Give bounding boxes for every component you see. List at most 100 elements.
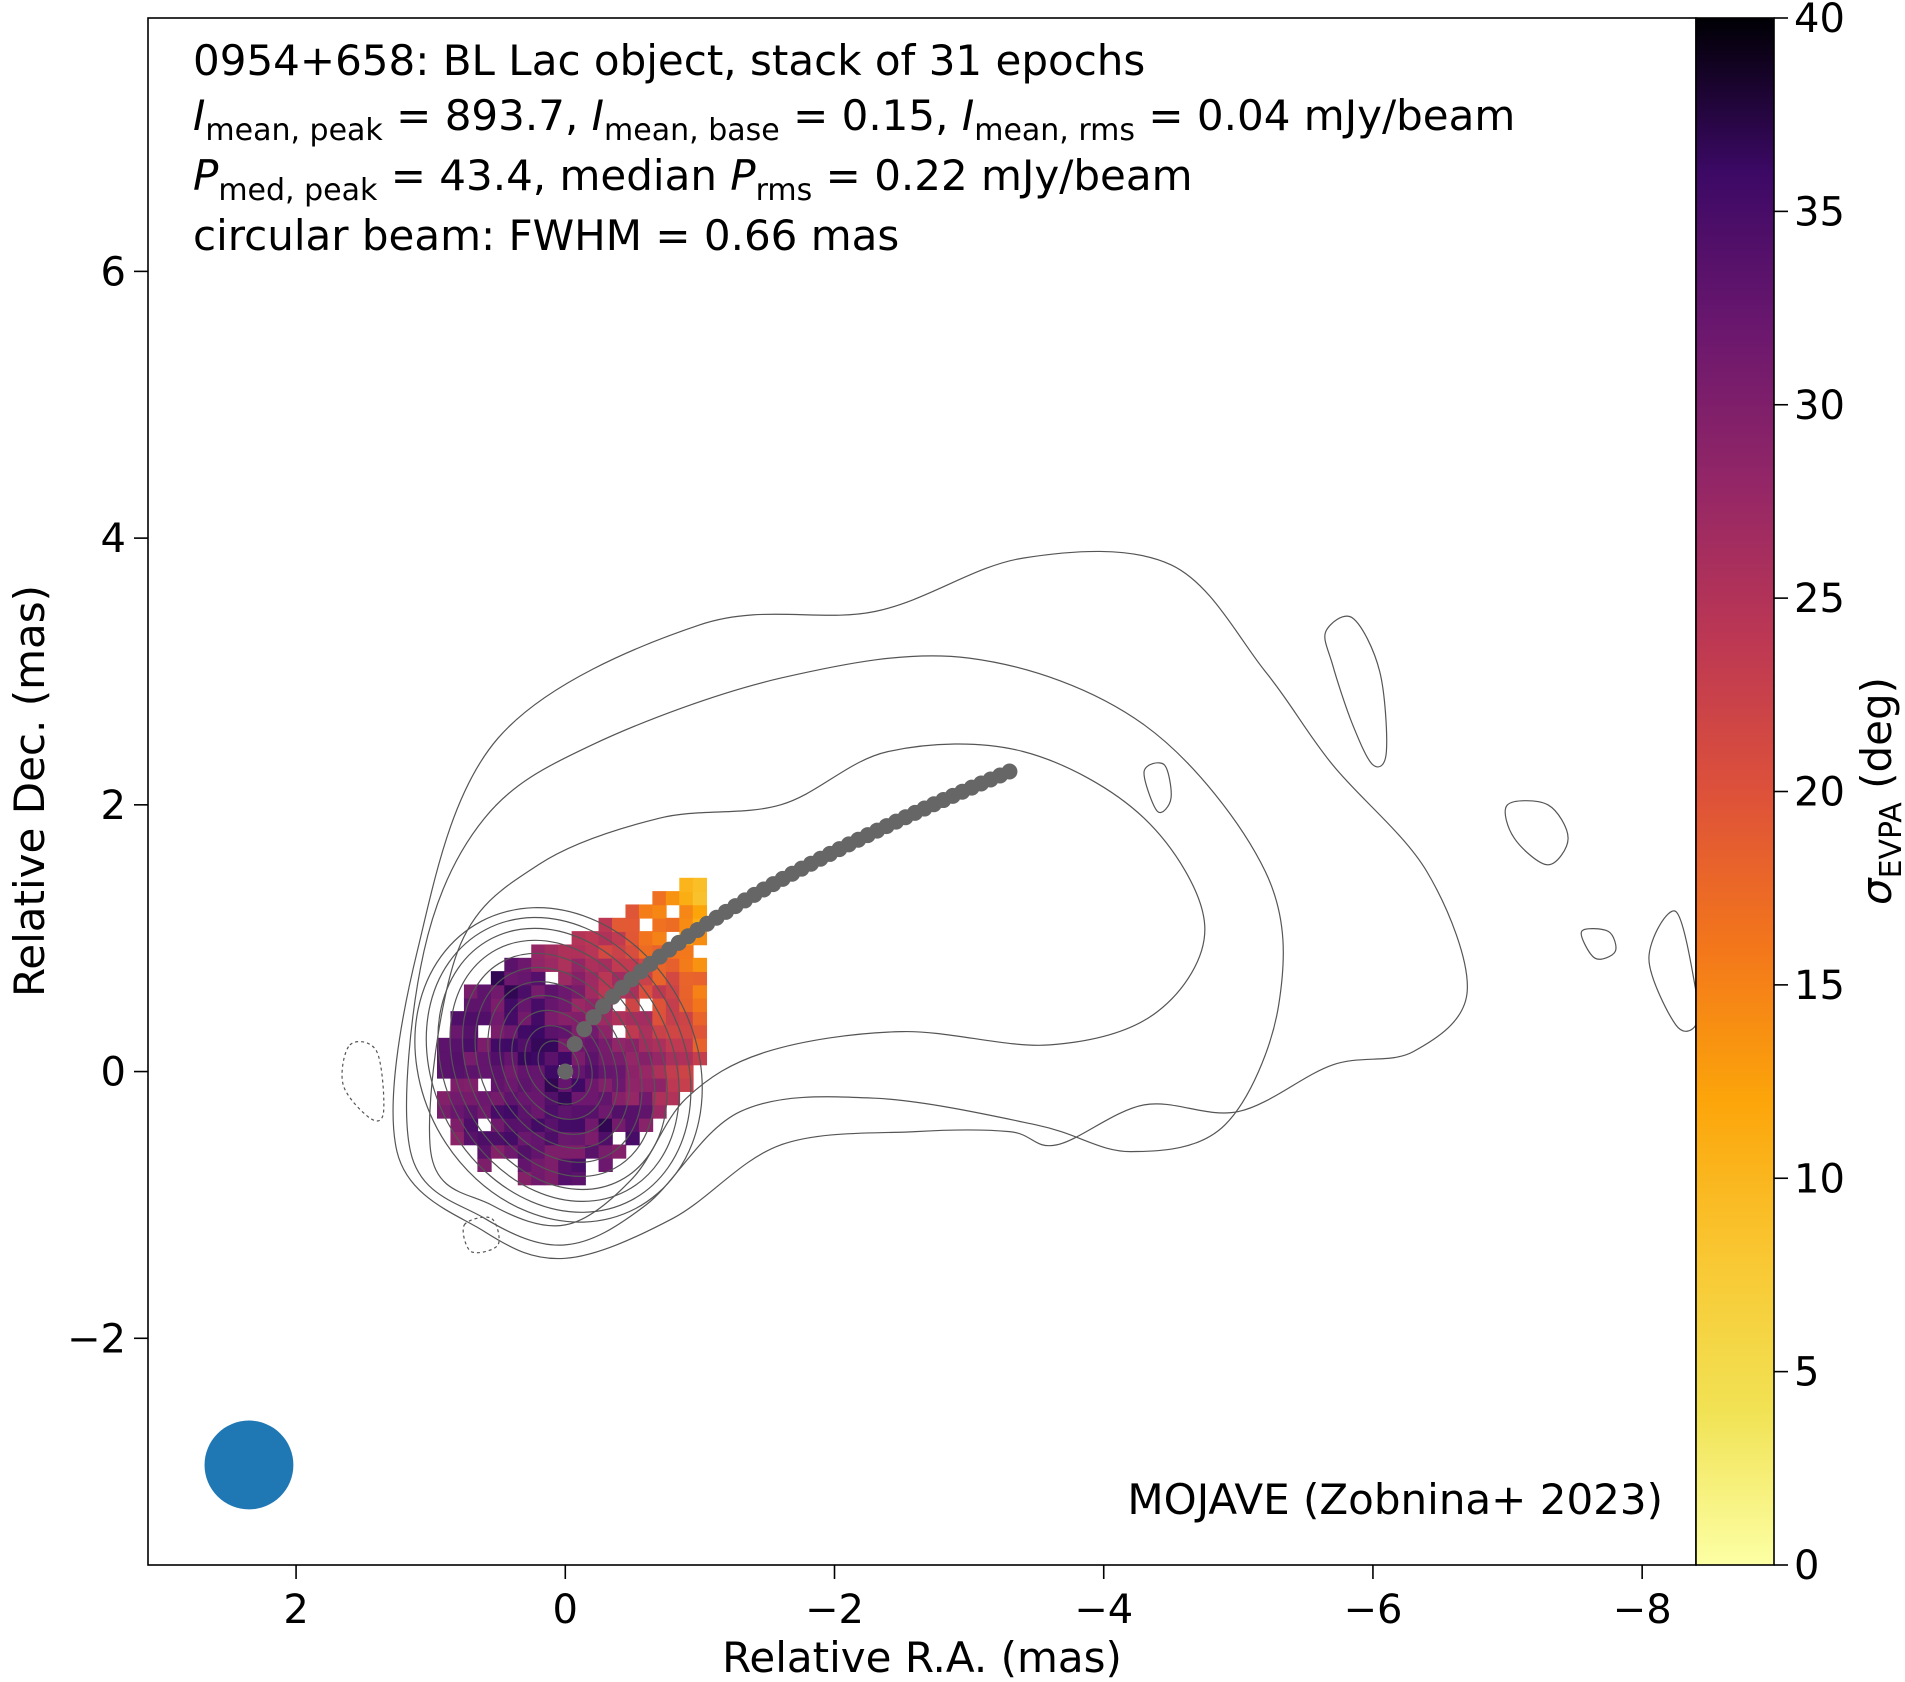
heatmap-pixel bbox=[692, 877, 708, 892]
heatmap-pixel bbox=[517, 1144, 533, 1159]
heatmap-pixel bbox=[665, 917, 681, 932]
heatmap-pixel bbox=[585, 971, 600, 986]
heatmap-pixel bbox=[625, 944, 640, 959]
heatmap-pixel bbox=[585, 1051, 600, 1066]
heatmap-pixel bbox=[679, 957, 694, 972]
ridgeline-point bbox=[557, 1063, 574, 1080]
heatmap-pixel bbox=[612, 1144, 627, 1159]
heatmap-pixel bbox=[571, 1104, 586, 1119]
x-tick-label: 2 bbox=[283, 1587, 308, 1633]
x-tick-label: −4 bbox=[1074, 1587, 1133, 1633]
contour-island bbox=[1143, 762, 1172, 814]
heatmap-pixel bbox=[544, 1091, 559, 1106]
heatmap-pixel bbox=[544, 1024, 559, 1039]
heatmap-pixel bbox=[638, 1104, 654, 1119]
heatmap-pixel bbox=[490, 1024, 506, 1039]
y-tick-label: 0 bbox=[101, 1050, 126, 1096]
intensity-contours bbox=[341, 550, 1696, 1260]
heatmap-pixel bbox=[612, 931, 627, 946]
heatmap-pixel bbox=[571, 1117, 586, 1132]
heatmap-pixel bbox=[450, 1064, 465, 1079]
heatmap-pixel bbox=[531, 957, 546, 972]
heatmap-pixel bbox=[477, 1104, 492, 1119]
heatmap-pixel bbox=[477, 1131, 492, 1146]
info-line-4: circular beam: FWHM = 0.66 mas bbox=[193, 211, 899, 260]
heatmap-pixel bbox=[531, 971, 546, 986]
heatmap-pixel bbox=[612, 1091, 627, 1106]
heatmap-pixel bbox=[665, 1064, 681, 1079]
heatmap-pixel bbox=[692, 984, 708, 999]
heatmap-pixel bbox=[531, 1171, 546, 1186]
heatmap-pixel bbox=[571, 944, 586, 959]
heatmap-pixel bbox=[679, 971, 694, 986]
heatmap-pixel bbox=[477, 1157, 492, 1172]
heatmap-pixel bbox=[598, 971, 613, 986]
heatmap-pixel bbox=[437, 1091, 452, 1106]
heatmap-pixel bbox=[571, 1144, 586, 1159]
ridgeline-point bbox=[576, 1021, 593, 1038]
heatmap-pixel bbox=[504, 984, 519, 999]
heatmap-pixel bbox=[571, 1077, 586, 1092]
info-line-2: Imean, peak = 893.7, Imean, base = 0.15,… bbox=[193, 91, 1515, 148]
heatmap-pixel bbox=[652, 1051, 667, 1066]
heatmap-pixel bbox=[612, 957, 627, 972]
heatmap-pixel bbox=[571, 1091, 586, 1106]
heatmap-pixel bbox=[625, 904, 640, 919]
heatmap-pixel bbox=[652, 931, 667, 946]
heatmap-pixel bbox=[558, 1024, 573, 1039]
heatmap-pixel bbox=[544, 1104, 559, 1119]
heatmap-pixel bbox=[490, 1077, 506, 1092]
heatmap-pixel bbox=[652, 917, 667, 932]
subscript-mean-base: mean, base bbox=[604, 113, 780, 148]
heatmap-pixel bbox=[558, 957, 573, 972]
heatmap-pixel bbox=[463, 1024, 479, 1039]
colorbar-tick-label: 35 bbox=[1794, 189, 1845, 235]
heatmap-pixel bbox=[504, 957, 519, 972]
heatmap-pixel bbox=[450, 1051, 465, 1066]
heatmap-pixel bbox=[585, 1077, 600, 1092]
heatmap-pixel bbox=[544, 984, 559, 999]
heatmap-pixel bbox=[598, 1131, 613, 1146]
heatmap-pixel bbox=[477, 1011, 492, 1026]
heatmap-pixel bbox=[692, 891, 708, 906]
heatmap-pixel bbox=[558, 997, 573, 1012]
heatmap-pixel bbox=[625, 917, 640, 932]
heatmap-pixel bbox=[598, 1051, 613, 1066]
heatmap-pixel bbox=[558, 1091, 573, 1106]
contour-level bbox=[487, 980, 630, 1149]
heatmap-pixel bbox=[652, 904, 667, 919]
heatmap-pixel bbox=[665, 1051, 681, 1066]
heatmap-pixel bbox=[692, 971, 708, 986]
x-axis: 2 0 −2 −4 −6 −8 bbox=[283, 1565, 1672, 1633]
credit-label: MOJAVE (Zobnina+ 2023) bbox=[1127, 1475, 1663, 1524]
heatmap-pixel bbox=[450, 1024, 465, 1039]
colorbar-tick-label: 0 bbox=[1794, 1543, 1819, 1589]
heatmap-pixel bbox=[517, 1104, 533, 1119]
x-tick-label: −8 bbox=[1613, 1587, 1672, 1633]
heatmap-pixel bbox=[679, 877, 694, 892]
heatmap-pixel bbox=[490, 1051, 506, 1066]
value-base: = 0.15, bbox=[780, 91, 962, 140]
heatmap-pixel bbox=[531, 944, 546, 959]
heatmap-pixel bbox=[679, 984, 694, 999]
sigma-unit: (deg) bbox=[1852, 677, 1901, 802]
heatmap-pixel bbox=[477, 1144, 492, 1159]
heatmap-pixel bbox=[638, 904, 654, 919]
heatmap-pixel bbox=[490, 1131, 506, 1146]
heatmap-pixel bbox=[571, 984, 586, 999]
heatmap-pixel bbox=[531, 1037, 546, 1052]
heatmap-pixel bbox=[437, 1064, 452, 1079]
heatmap-pixel bbox=[692, 904, 708, 919]
heatmap-pixel bbox=[531, 1091, 546, 1106]
x-tick-label: −2 bbox=[805, 1587, 864, 1633]
heatmap-pixel bbox=[585, 1037, 600, 1052]
heatmap-pixel bbox=[517, 1157, 533, 1172]
value-peak: = 893.7, bbox=[383, 91, 592, 140]
heatmap-pixel bbox=[531, 1131, 546, 1146]
heatmap-pixel bbox=[558, 1051, 573, 1066]
colorbar-tick-label: 40 bbox=[1794, 0, 1845, 42]
heatmap-pixel bbox=[558, 1011, 573, 1026]
info-line-3: Pmed, peak = 43.4, median Prms = 0.22 mJ… bbox=[193, 151, 1193, 208]
contour-level bbox=[405, 655, 1284, 1246]
